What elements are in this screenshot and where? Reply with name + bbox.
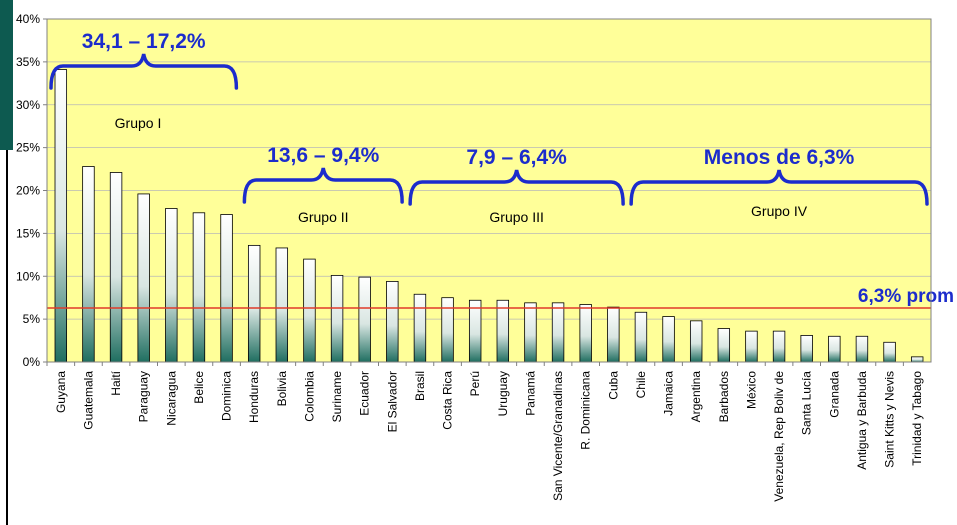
x-tick-label: Guyana [54,371,68,413]
group-brace [408,169,625,206]
x-tick-label: Colombia [302,371,316,422]
x-tick-label: Ecuador [358,371,372,416]
bar [54,69,68,363]
y-tick-label: 15% [16,226,40,240]
bar [247,244,261,363]
bar [662,316,675,363]
x-tick-label: Antigua y Barbuda [855,371,869,470]
bar [551,302,565,363]
x-tick-label: Nicaragua [164,371,178,426]
x-tick-label: Belice [192,371,206,404]
bar [772,330,786,363]
bar [165,208,178,363]
y-tick-label: 0% [23,355,41,369]
group-braces: 34,1 – 17,2% Grupo I 13,6 – 9,4% Grupo II 7,… [49,30,929,225]
x-tick-label: R. Dominicana [579,371,593,450]
side-panel-line [6,150,8,525]
x-tick-label: Perú [468,371,482,396]
group-label: Grupo III [489,209,543,225]
bar [303,258,316,363]
bar [800,335,813,363]
x-tick-label: Costa Rica [441,371,455,430]
group-range-label: 34,1 – 17,2% [82,30,206,53]
group-range-label: 7,9 – 6,4% [466,146,567,169]
x-tick-label: Guatemala [81,371,95,430]
group-brace [242,167,404,204]
y-tick-label: 20% [16,184,40,198]
bar [192,212,206,363]
x-tick-label: Cuba [606,371,620,400]
x-tick-label: Paraguay [137,371,151,422]
x-tick-label: San Vicente/Granadinas [551,371,565,501]
x-tick-label: Granada [827,371,841,418]
bar [745,330,758,363]
bar [634,311,648,363]
y-axis: 0% 5% 10% 15% 20% 25% 30% 35% 40% [16,12,47,369]
average-label: 6,3% prom [858,286,954,307]
x-tick-label: Jamaica [662,371,676,416]
x-tick-label: Bolivia [275,371,289,407]
y-tick-label: 35% [16,55,40,69]
bar [468,299,482,363]
bar [275,247,289,363]
x-tick-label: Venezuela, Rep Boliv de [772,371,786,502]
bar [910,356,924,363]
bar [717,328,731,363]
x-tick-label: Dominica [220,371,234,421]
group-label: Grupo I [115,115,162,131]
y-tick-label: 5% [23,312,41,326]
y-tick-label: 40% [16,12,40,26]
x-tick-label: Barbados [717,371,731,422]
y-tick-label: 10% [16,269,40,283]
x-tick-label: México [744,371,758,409]
x-tick-label: Trinidad y Tabago [910,371,924,466]
bar [386,280,399,363]
y-tick-label: 30% [16,98,40,112]
bar [82,166,95,363]
group-label: Grupo IV [751,203,808,219]
x-tick-label: El Salvador [385,371,399,432]
bar [855,335,869,363]
bar [607,306,620,363]
y-tick-label: 25% [16,141,40,155]
bar [330,274,344,363]
x-tick-label: Uruguay [496,371,510,416]
x-tick-label: Argentina [689,371,703,423]
x-tick-label: Saint Kitts y Nevis [883,371,897,468]
x-tick-label: Haití [109,370,123,395]
x-tick-label: Panamá [523,371,537,416]
bar [883,341,896,363]
bar [496,299,510,363]
group-label: Grupo II [298,209,349,225]
bar [109,172,123,363]
bar [413,293,427,363]
bar [828,335,841,363]
group-range-label: Menos de 6,3% [704,146,855,169]
bar [358,276,371,363]
group-range-label: 13,6 – 9,4% [267,144,379,167]
bar [220,214,233,363]
bar [524,302,537,363]
plot-border [46,18,932,363]
x-tick-label: Chile [634,371,648,399]
bar [689,320,703,363]
bar [137,193,150,363]
side-panel-accent [0,0,13,150]
x-tick-label: Santa Lucía [800,371,814,435]
side-panel [0,0,8,525]
bar [579,304,592,363]
x-tick-label: Honduras [247,371,261,423]
x-tick-label: Suriname [330,371,344,423]
x-tick-label: Brasil [413,371,427,401]
group-brace [49,53,239,90]
x-axis: Guyana Guatemala Haití Paraguay Nicaragua Bel… [46,362,924,502]
group-brace [629,169,929,206]
